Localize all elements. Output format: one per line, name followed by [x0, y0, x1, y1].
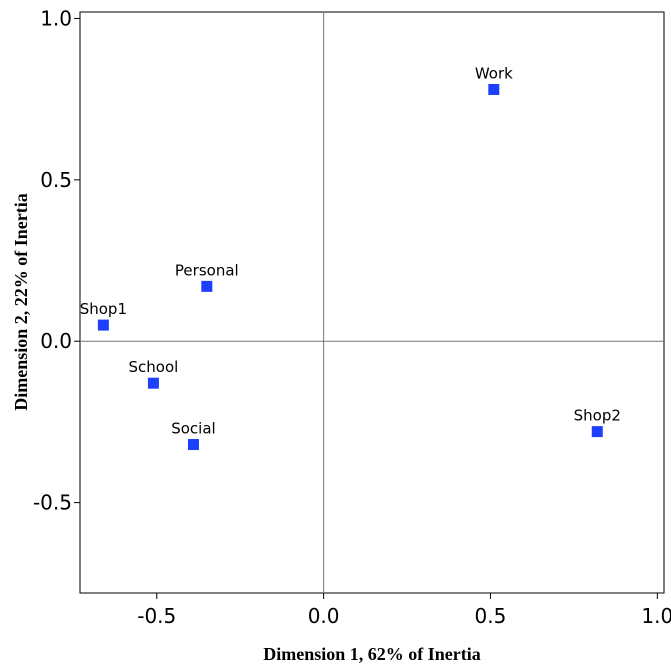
- point-label: Personal: [175, 261, 239, 279]
- point-label: Shop1: [80, 300, 127, 318]
- point-marker: [187, 439, 199, 451]
- x-tick-label: 0.0: [308, 604, 340, 628]
- x-tick-label: 1.0: [641, 604, 671, 628]
- data-points: Work Personal Shop1 School Social Shop2: [80, 64, 621, 451]
- point-marker: [147, 377, 159, 389]
- y-axis-title: Dimension 2, 22% of Inertia: [11, 193, 31, 411]
- x-tick-label: -0.5: [137, 604, 176, 628]
- y-tick-label: -0.5: [33, 491, 72, 515]
- x-axis-ticks: -0.5 0.0 0.5 1.0: [137, 593, 671, 628]
- point-marker: [97, 319, 109, 331]
- point-marker: [201, 280, 213, 292]
- y-tick-label: 0.5: [40, 168, 72, 192]
- x-tick-label: 0.5: [475, 604, 507, 628]
- point-label: Shop2: [574, 407, 621, 425]
- x-axis-title: Dimension 1, 62% of Inertia: [263, 644, 481, 664]
- point-label: Social: [171, 420, 215, 438]
- point-label: Work: [475, 64, 513, 82]
- reference-lines: [80, 12, 664, 593]
- point-marker: [591, 426, 603, 438]
- y-axis-ticks: -0.5 0.0 0.5 1.0: [33, 6, 80, 515]
- plot-frame: [79, 11, 665, 594]
- y-tick-label: 0.0: [40, 329, 72, 353]
- y-tick-label: 1.0: [40, 6, 72, 30]
- point-marker: [488, 83, 500, 95]
- point-label: School: [129, 358, 179, 376]
